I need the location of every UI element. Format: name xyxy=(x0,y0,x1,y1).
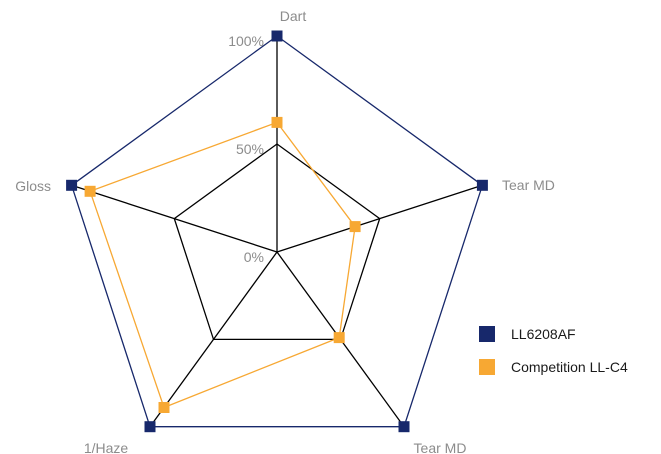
axis-label-3: 1/Haze xyxy=(84,440,129,454)
spoke-outer-1 xyxy=(379,184,483,220)
axis-label-0: Dart xyxy=(280,8,307,24)
legend-swatch-1 xyxy=(479,359,495,375)
tick-label-1: 50% xyxy=(236,141,264,157)
spoke-outer-2 xyxy=(339,339,405,428)
series-0-point-1 xyxy=(476,179,488,191)
tick-label-2: 100% xyxy=(228,33,264,49)
legend-label-0: LL6208AF xyxy=(511,326,576,342)
radar-spokes xyxy=(71,36,483,428)
spoke-outer-3 xyxy=(149,339,215,428)
tick-label-0: 0% xyxy=(244,249,264,265)
radar-series xyxy=(66,30,488,433)
series-1-point-3 xyxy=(158,402,170,413)
spoke-2 xyxy=(276,251,342,340)
axis-label-4: Gloss xyxy=(15,178,51,194)
axis-label-2: Tear MD xyxy=(414,440,467,454)
series-1-point-0 xyxy=(271,116,283,128)
tick-labels: 0% 50% 100% xyxy=(228,33,264,265)
legend: LL6208AF Competition LL-C4 xyxy=(479,326,628,375)
axis-labels: Dart Tear MD Tear MD 1/Haze Gloss xyxy=(15,8,555,454)
series-1-point-2 xyxy=(333,332,345,344)
series-line-1 xyxy=(89,121,356,409)
radar-grid xyxy=(173,143,381,341)
series-1-point-1 xyxy=(349,221,361,233)
series-0-point-0 xyxy=(271,30,283,42)
spoke-4 xyxy=(174,217,278,253)
series-0-point-2 xyxy=(398,421,410,433)
series-0-point-4 xyxy=(66,179,78,191)
axis-label-1: Tear MD xyxy=(502,177,555,193)
spoke-1 xyxy=(276,217,380,253)
legend-swatch-0 xyxy=(479,326,495,342)
spoke-3 xyxy=(212,251,278,340)
series-0-point-3 xyxy=(144,421,156,433)
grid-ring-50 xyxy=(173,143,381,341)
series-1-point-4 xyxy=(84,185,96,197)
legend-label-1: Competition LL-C4 xyxy=(511,359,628,375)
series-line-0 xyxy=(70,35,484,428)
